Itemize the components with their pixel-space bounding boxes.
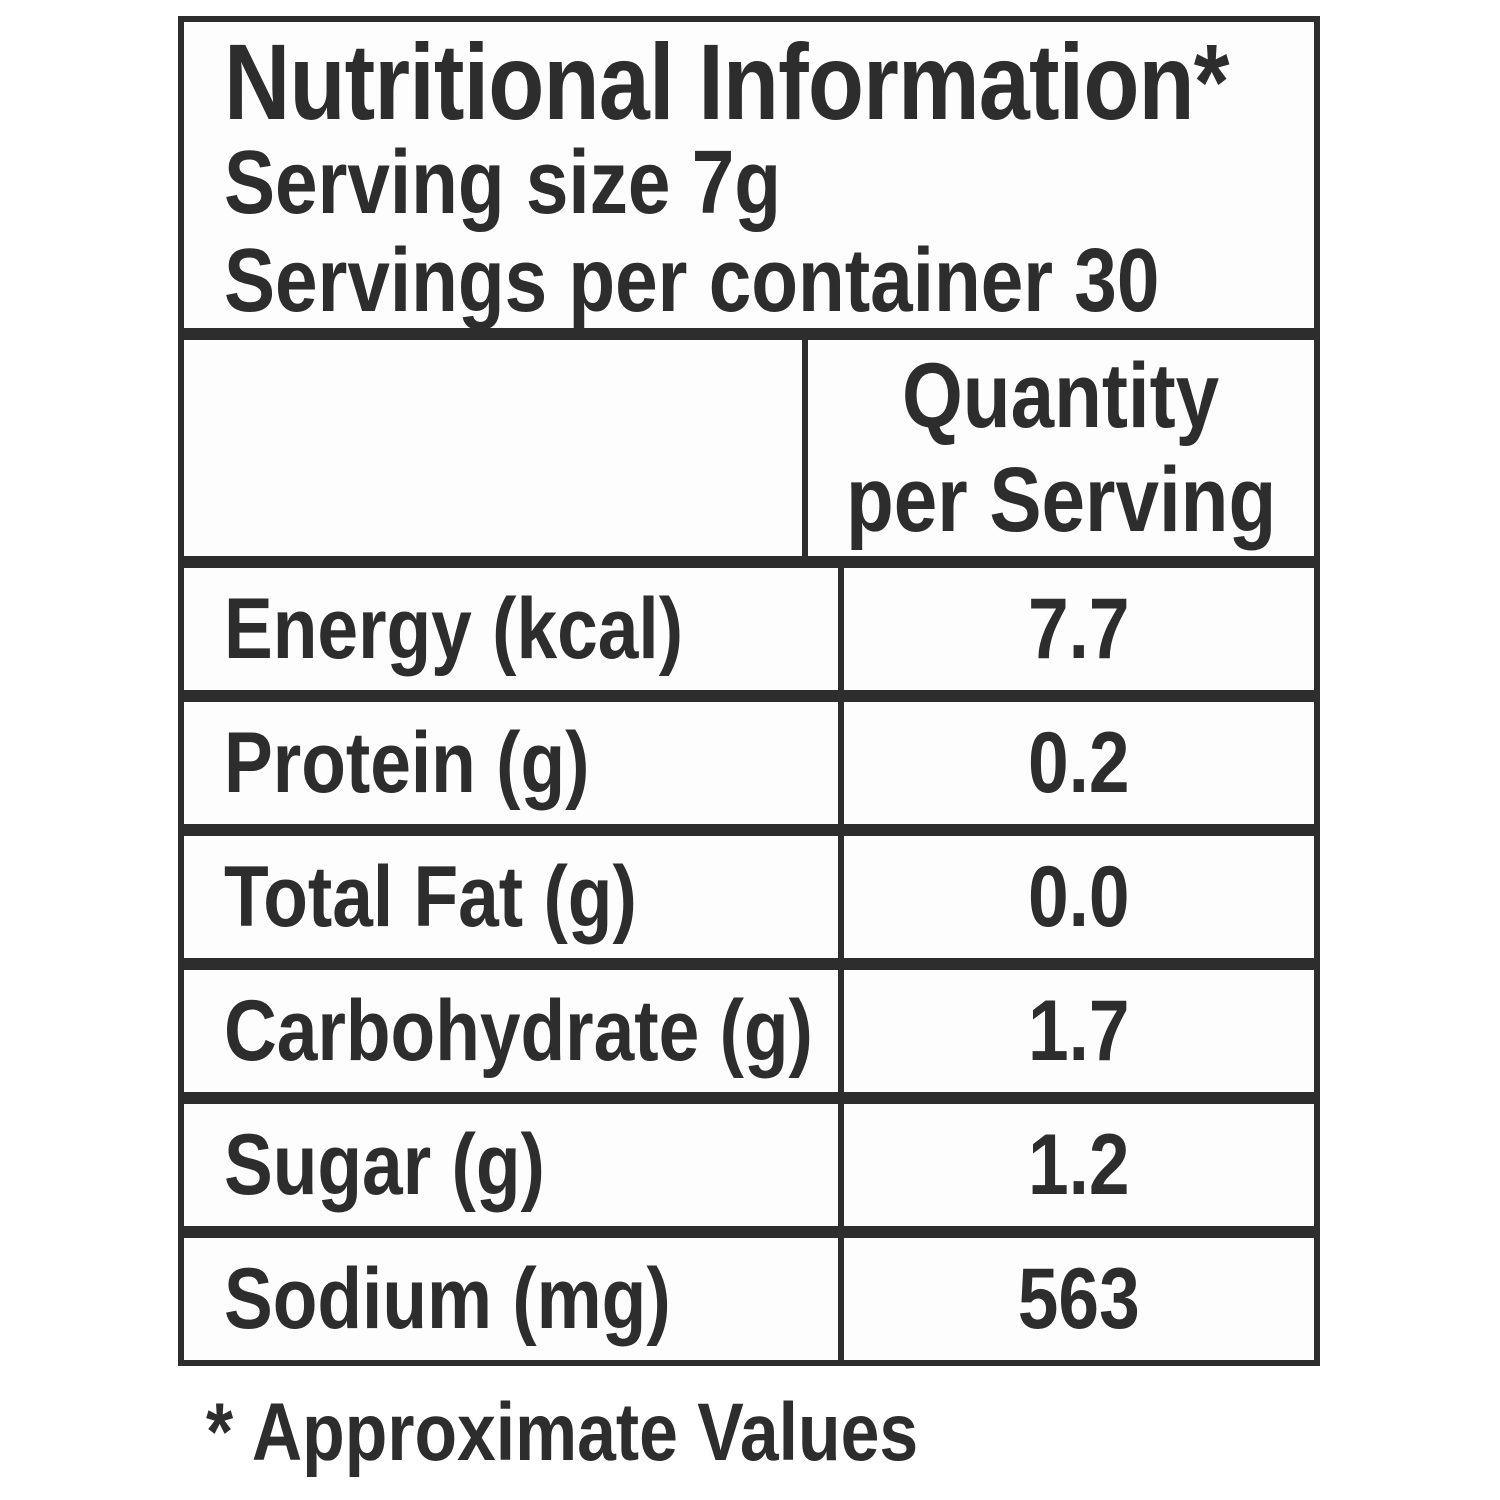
nutrient-name: Protein (g) — [224, 714, 590, 811]
row-total-fat: Total Fat (g) 0.0 — [178, 830, 1320, 964]
serving-size-line: Serving size 7g — [224, 133, 781, 233]
label-header: Nutritional Information* Serving size 7g… — [178, 16, 1320, 334]
nutrient-value: 1.7 — [838, 970, 1314, 1092]
quantity-per-serving-header: Quantity per Serving — [801, 340, 1314, 556]
nutrient-value: 0.0 — [838, 836, 1314, 958]
nutrient-name: Total Fat (g) — [224, 848, 637, 945]
nutrient-name: Sugar (g) — [224, 1116, 545, 1213]
column-header-empty-cell — [184, 340, 802, 556]
footnote-text: Approximate Values — [251, 1387, 919, 1478]
nutrient-name: Sodium (mg) — [224, 1250, 671, 1347]
nutrition-facts-table: Nutritional Information* Serving size 7g… — [178, 16, 1320, 1366]
row-protein: Protein (g) 0.2 — [178, 696, 1320, 830]
row-sodium: Sodium (mg) 563 — [178, 1232, 1320, 1366]
row-energy: Energy (kcal) 7.7 — [178, 562, 1320, 696]
nutrient-value: 563 — [838, 1238, 1314, 1360]
column-header-row: Quantity per Serving — [178, 334, 1320, 562]
nutrient-value: 7.7 — [838, 568, 1314, 690]
asterisk-marker: * — [206, 1387, 234, 1478]
nutrient-value: 0.2 — [838, 702, 1314, 824]
page-title: Nutritional Information* — [224, 21, 1314, 142]
quantity-header-line-2: per Serving — [845, 449, 1277, 551]
row-sugar: Sugar (g) 1.2 — [178, 1098, 1320, 1232]
label-title-text: Nutritional Information* — [224, 21, 1229, 142]
nutrient-name: Carbohydrate (g) — [224, 982, 813, 1079]
approximate-values-footnote: * Approximate Values — [206, 1388, 1044, 1478]
nutrient-value: 1.2 — [838, 1104, 1314, 1226]
row-carbohydrate: Carbohydrate (g) 1.7 — [178, 964, 1320, 1098]
nutrient-name: Energy (kcal) — [224, 580, 684, 677]
servings-per-container-line: Servings per container 30 — [224, 231, 1160, 331]
quantity-header-line-1: Quantity — [902, 345, 1220, 447]
